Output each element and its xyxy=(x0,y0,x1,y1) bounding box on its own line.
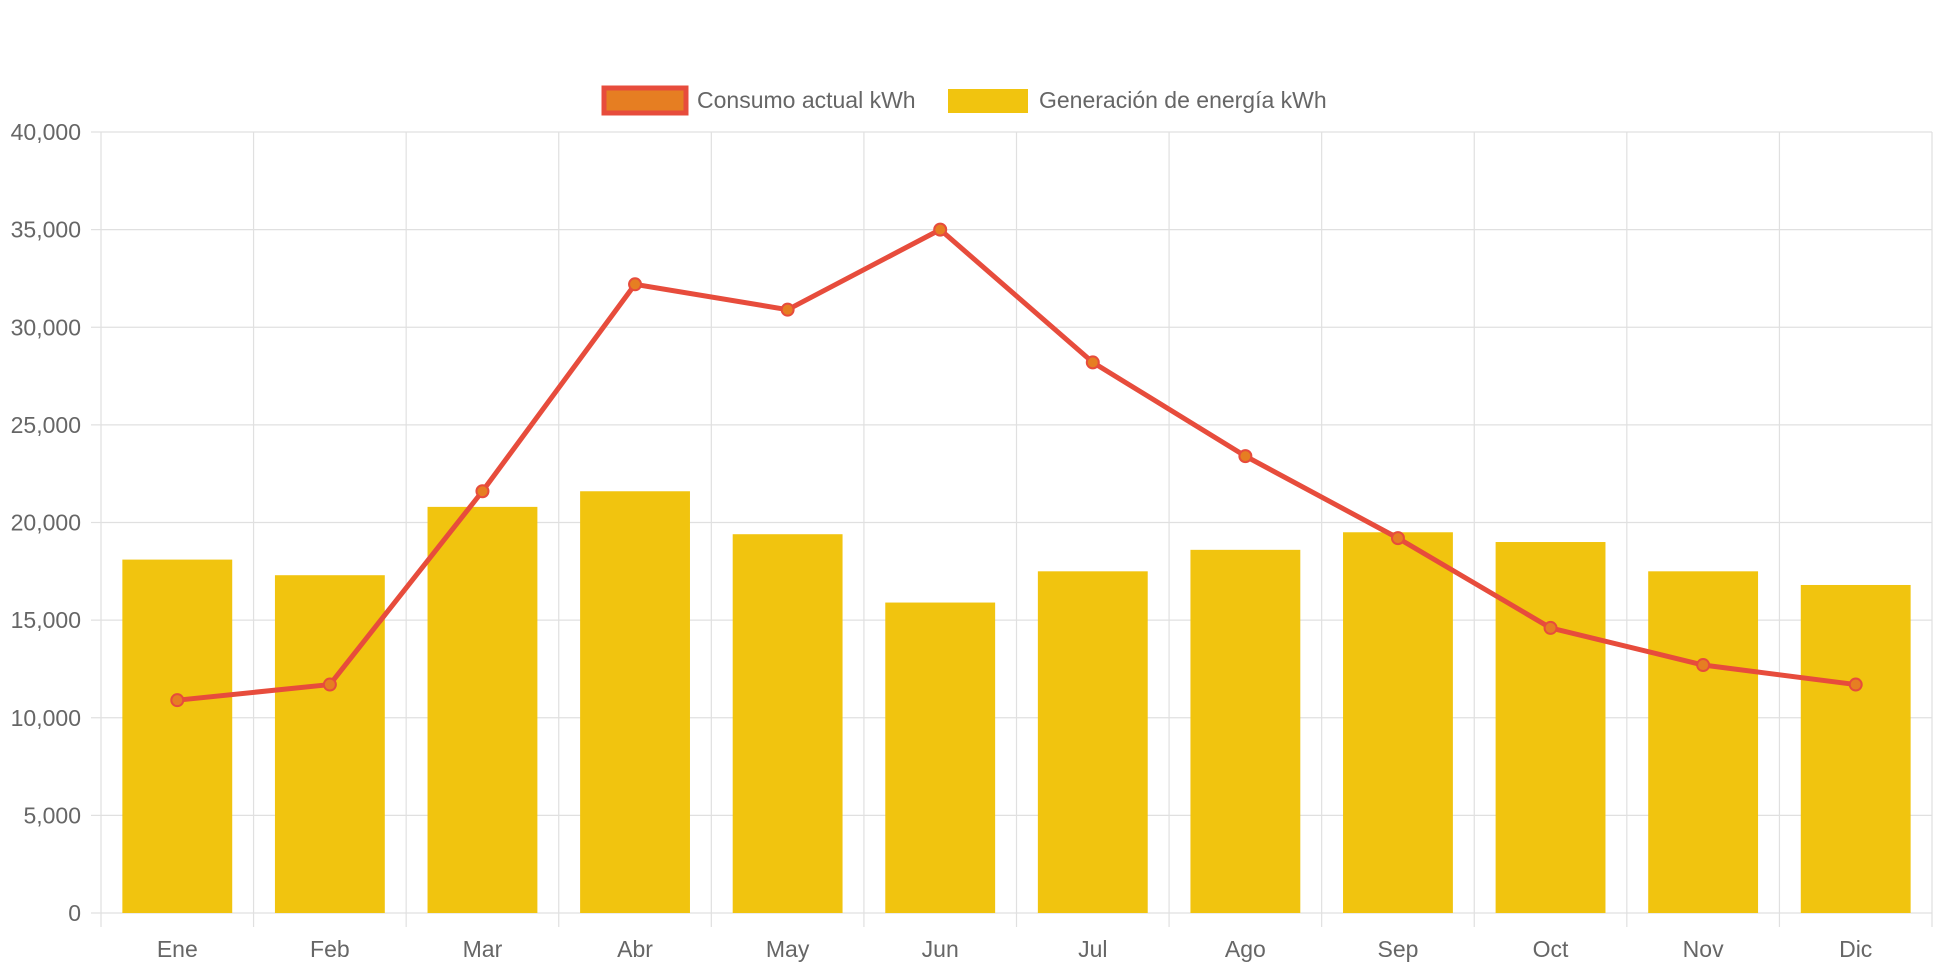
y-tick-label: 15,000 xyxy=(11,607,81,633)
y-tick-label: 40,000 xyxy=(11,119,81,145)
y-tick-label: 0 xyxy=(68,900,81,926)
y-tick-label: 20,000 xyxy=(11,510,81,536)
line-point[interactable] xyxy=(1696,658,1711,673)
bar[interactable] xyxy=(580,491,690,913)
bar[interactable] xyxy=(1343,532,1453,913)
line-series xyxy=(170,222,1863,708)
legend: Consumo actual kWh Generación de energía… xyxy=(601,85,1327,116)
bar-series xyxy=(122,491,1911,913)
line-point[interactable] xyxy=(322,677,337,692)
y-tick-label: 10,000 xyxy=(11,705,81,731)
legend-label-generacion: Generación de energía kWh xyxy=(1039,87,1327,113)
x-tick-label: Abr xyxy=(617,936,653,962)
line-point[interactable] xyxy=(1543,620,1558,635)
x-tick-label: Ago xyxy=(1225,936,1266,962)
bar[interactable] xyxy=(1800,584,1911,913)
bar[interactable] xyxy=(732,534,843,913)
x-tick-label: Sep xyxy=(1377,936,1418,962)
legend-swatch-consumo xyxy=(601,85,689,116)
line-point[interactable] xyxy=(1390,531,1405,546)
consumo-line xyxy=(174,227,1859,703)
bar[interactable] xyxy=(1648,571,1759,913)
x-tick-label: Feb xyxy=(310,936,350,962)
bar[interactable] xyxy=(427,506,538,913)
x-tick-label: Jun xyxy=(922,936,959,962)
bar[interactable] xyxy=(885,602,996,913)
line-point[interactable] xyxy=(1848,677,1863,692)
line-point[interactable] xyxy=(1085,355,1100,370)
line-point[interactable] xyxy=(933,222,948,237)
x-tick-label: Oct xyxy=(1533,936,1569,962)
legend-swatch-generacion xyxy=(948,89,1028,113)
x-tick-label: Jul xyxy=(1078,936,1107,962)
legend-item-consumo[interactable]: Consumo actual kWh xyxy=(601,85,916,116)
y-tick-label: 35,000 xyxy=(11,217,81,243)
x-tick-label: May xyxy=(766,936,810,962)
y-tick-label: 25,000 xyxy=(11,412,81,438)
x-tick-label: Mar xyxy=(463,936,503,962)
line-point[interactable] xyxy=(170,693,185,708)
x-tick-label: Ene xyxy=(157,936,198,962)
bar[interactable] xyxy=(1190,549,1301,913)
x-tick-label: Dic xyxy=(1839,936,1872,962)
bar[interactable] xyxy=(274,575,385,913)
grid xyxy=(91,131,1933,927)
x-tick-label: Nov xyxy=(1683,936,1724,962)
legend-label-consumo: Consumo actual kWh xyxy=(697,87,916,113)
line-point[interactable] xyxy=(1238,449,1253,464)
line-point[interactable] xyxy=(780,302,795,317)
legend-item-generacion[interactable]: Generación de energía kWh xyxy=(948,87,1327,113)
line-point[interactable] xyxy=(475,484,490,499)
y-tick-label: 5,000 xyxy=(23,802,81,828)
axes: 0 5,000 10,000 15,000 20,000 25,000 30,000 35,0… xyxy=(11,119,1873,962)
bar[interactable] xyxy=(1037,571,1148,913)
y-tick-label: 30,000 xyxy=(11,314,81,340)
line-point[interactable] xyxy=(628,277,643,292)
bar[interactable] xyxy=(1495,542,1606,913)
bar[interactable] xyxy=(122,559,233,913)
